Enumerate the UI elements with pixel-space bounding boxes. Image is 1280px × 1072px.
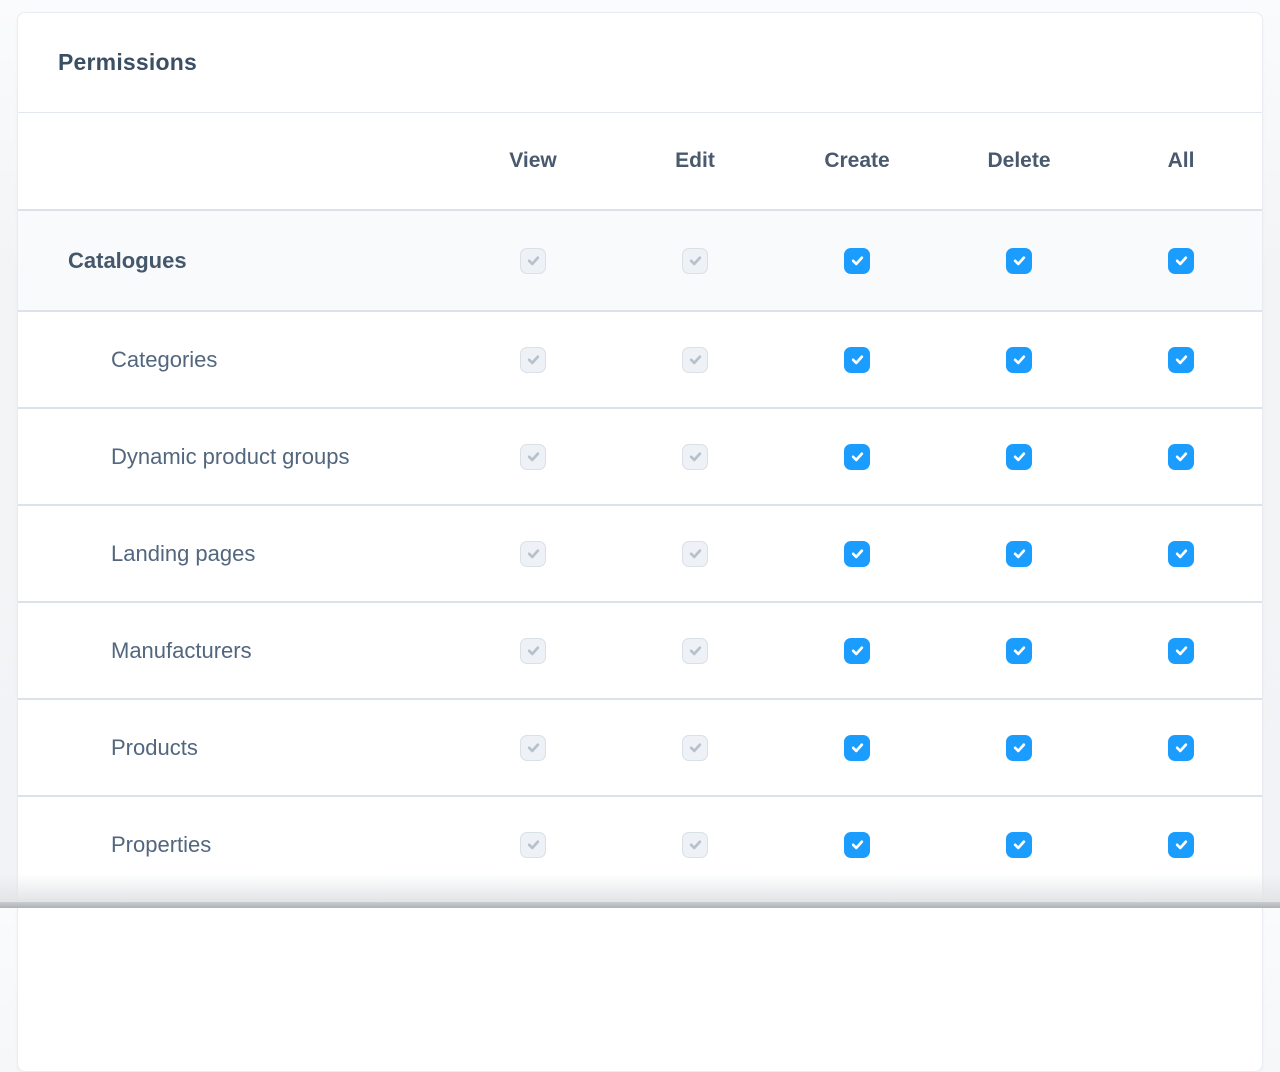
checkbox-view [520, 540, 546, 567]
checkbox-delete[interactable] [1006, 734, 1032, 761]
checkbox-create[interactable] [844, 831, 870, 858]
checkmark-icon [527, 840, 539, 850]
permission-label: Landing pages [111, 540, 256, 566]
checkmark-icon [851, 840, 863, 850]
checkbox-edit [682, 443, 708, 470]
checkbox-delete[interactable] [1006, 831, 1032, 858]
checkmark-icon [689, 646, 701, 656]
table-row-products: Products [18, 698, 1262, 795]
checkbox-view [520, 443, 546, 470]
checkbox-view [520, 346, 546, 373]
checkmark-icon [1013, 840, 1025, 850]
permission-label: Dynamic product groups [111, 443, 350, 469]
permission-label: Categories [111, 346, 218, 372]
checkmark-icon [1175, 452, 1187, 462]
column-header-edit: Edit [675, 149, 715, 172]
checkbox-create[interactable] [844, 346, 870, 373]
checkmark-icon [1175, 646, 1187, 656]
checkmark-icon [851, 355, 863, 365]
checkmark-icon [1175, 355, 1187, 365]
permission-label: Manufacturers [111, 637, 252, 663]
table-row-properties: Properties [18, 795, 1262, 892]
checkmark-icon [1013, 452, 1025, 462]
checkmark-icon [851, 549, 863, 559]
checkmark-icon [1013, 256, 1025, 266]
checkmark-icon [851, 646, 863, 656]
checkbox-all[interactable] [1168, 831, 1194, 858]
checkbox-edit [682, 734, 708, 761]
checkbox-create[interactable] [844, 637, 870, 664]
column-header-view: View [509, 149, 557, 172]
checkbox-all[interactable] [1168, 443, 1194, 470]
permission-label: Properties [111, 831, 212, 857]
checkbox-delete[interactable] [1006, 637, 1032, 664]
checkbox-delete[interactable] [1006, 540, 1032, 567]
checkbox-edit [682, 540, 708, 567]
checkmark-icon [689, 256, 701, 266]
checkbox-all[interactable] [1168, 540, 1194, 567]
checkbox-edit [682, 247, 708, 274]
checkbox-edit [682, 637, 708, 664]
checkbox-edit [682, 831, 708, 858]
table-row-categories: Categories [18, 310, 1262, 407]
checkbox-view [520, 831, 546, 858]
column-header-all: All [1167, 149, 1195, 172]
column-header-delete: Delete [987, 149, 1051, 172]
checkmark-icon [1013, 549, 1025, 559]
checkbox-delete[interactable] [1006, 443, 1032, 470]
permission-group-label: Catalogues [68, 247, 187, 273]
checkbox-all[interactable] [1168, 346, 1194, 373]
table-row-landing-pages: Landing pages [18, 504, 1262, 601]
checkmark-icon [1175, 256, 1187, 266]
checkbox-all[interactable] [1168, 734, 1194, 761]
checkmark-icon [527, 256, 539, 266]
checkmark-icon [1013, 355, 1025, 365]
card-header: Permissions [18, 13, 1262, 113]
checkmark-icon [527, 743, 539, 753]
table-row-dynamic-product-groups: Dynamic product groups [18, 407, 1262, 504]
checkbox-view [520, 247, 546, 274]
checkbox-create[interactable] [844, 247, 870, 274]
checkbox-view [520, 637, 546, 664]
checkmark-icon [1013, 646, 1025, 656]
column-header-create: Create [824, 149, 890, 172]
checkmark-icon [1013, 743, 1025, 753]
checkmark-icon [689, 549, 701, 559]
checkbox-create[interactable] [844, 734, 870, 761]
checkmark-icon [851, 256, 863, 266]
checkmark-icon [527, 646, 539, 656]
checkbox-create[interactable] [844, 443, 870, 470]
checkbox-delete[interactable] [1006, 346, 1032, 373]
checkmark-icon [527, 355, 539, 365]
checkmark-icon [1175, 743, 1187, 753]
checkmark-icon [689, 355, 701, 365]
checkbox-delete[interactable] [1006, 247, 1032, 274]
checkmark-icon [689, 840, 701, 850]
checkmark-icon [689, 452, 701, 462]
checkmark-icon [851, 452, 863, 462]
checkmark-icon [1175, 549, 1187, 559]
checkbox-edit [682, 346, 708, 373]
checkmark-icon [527, 452, 539, 462]
table-row-catalogues: Catalogues [18, 209, 1262, 310]
viewport-bottom-edge [0, 902, 1280, 908]
table-header-row: View Edit Create Delete All [18, 113, 1262, 209]
permission-label: Products [111, 734, 198, 760]
checkmark-icon [527, 549, 539, 559]
page-title: Permissions [58, 49, 197, 75]
checkmark-icon [689, 743, 701, 753]
table-row-manufacturers: Manufacturers [18, 601, 1262, 698]
checkmark-icon [851, 743, 863, 753]
checkbox-all[interactable] [1168, 247, 1194, 274]
checkbox-create[interactable] [844, 540, 870, 567]
checkmark-icon [1175, 840, 1187, 850]
checkbox-all[interactable] [1168, 637, 1194, 664]
permissions-card: Permissions View Edit Create Delete All … [17, 12, 1263, 1072]
checkbox-view [520, 734, 546, 761]
